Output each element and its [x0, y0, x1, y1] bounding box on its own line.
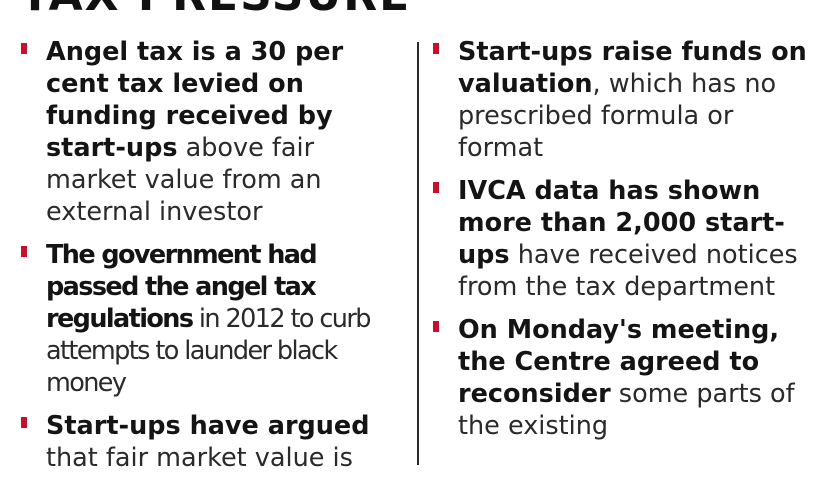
- column-divider: [417, 42, 419, 465]
- bullet-marker-icon: [21, 417, 27, 428]
- bullet-text: have received notices from the tax depar…: [458, 240, 798, 302]
- bullet-item: The government had passed the angel tax …: [18, 239, 410, 399]
- bullet-marker-icon: [433, 43, 439, 54]
- bullet-text: that fair market value is: [46, 443, 353, 473]
- bullet-marker-icon: [433, 321, 439, 332]
- bullet-marker-icon: [21, 246, 27, 257]
- bullet-item: Angel tax is a 30 per cent tax levied on…: [18, 36, 410, 228]
- bullet-bold-text: Start-ups raise funds on valuation: [458, 37, 807, 99]
- page-title: TAX PRESSURE: [20, 0, 411, 18]
- bullet-marker-icon: [433, 182, 439, 193]
- bullet-text: some parts of the existing: [458, 379, 795, 441]
- bullet-text: , which has no prescribed formula or for…: [458, 69, 777, 163]
- bullet-bold-text: IVCA data has shown more than 2,000 star…: [458, 176, 785, 270]
- bullet-text: above fair market value from an external…: [46, 133, 322, 227]
- bullet-item: IVCA data has shown more than 2,000 star…: [430, 175, 822, 303]
- bullet-bold-text: Angel tax is a 30 per cent tax levied on…: [46, 37, 344, 163]
- bullet-text: in 2012 to curb attempts to launder blac…: [46, 304, 371, 398]
- bullet-item: On Monday's meeting, the Centre agreed t…: [430, 314, 822, 442]
- left-column: Angel tax is a 30 per cent tax levied on…: [18, 36, 410, 485]
- right-column: Start-ups raise funds on valuation, whic…: [430, 36, 822, 453]
- bullet-marker-icon: [21, 43, 27, 54]
- bullet-item: Start-ups raise funds on valuation, whic…: [430, 36, 822, 164]
- bullet-bold-text: Start-ups have argued: [46, 411, 370, 441]
- bullet-bold-text: The government had passed the angel tax …: [46, 240, 318, 334]
- bullet-bold-text: On Monday's meeting, the Centre agreed t…: [458, 315, 780, 409]
- bullet-item: Start-ups have argued that fair market v…: [18, 410, 410, 474]
